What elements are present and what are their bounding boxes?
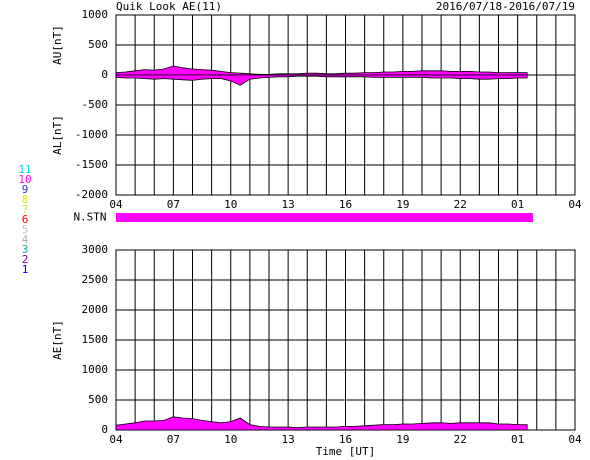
x-tick-label: 10: [224, 198, 237, 211]
y-tick-label: -500: [82, 98, 109, 111]
station-number: 11: [18, 163, 31, 176]
station-number: 6: [22, 213, 29, 226]
title: Quik Look AE(11): [116, 0, 222, 13]
x-tick-label: 19: [396, 433, 409, 446]
area: [115, 416, 528, 431]
y-tick-label: -1500: [75, 158, 108, 171]
area: [115, 74, 528, 86]
station-number: 5: [22, 223, 29, 236]
station-label: N.STN: [73, 211, 106, 224]
station-number: 9: [22, 183, 29, 196]
y-tick-label: 500: [88, 38, 108, 51]
station-number: 1: [22, 263, 29, 276]
x-tick-label: 04: [109, 433, 123, 446]
x-tick-label: 01: [511, 198, 524, 211]
y-tick-label: 1000: [82, 8, 109, 21]
area: [115, 65, 528, 76]
x-axis-label: Time [UT]: [316, 445, 376, 458]
station-number: 4: [22, 233, 29, 246]
x-tick-label: 16: [339, 433, 352, 446]
station-number: 3: [22, 243, 29, 256]
x-tick-label: 19: [396, 198, 409, 211]
x-tick-label: 04: [568, 433, 582, 446]
y-axis-label: AL[nT]: [51, 115, 64, 155]
x-tick-label: 22: [454, 198, 467, 211]
station-number: 2: [22, 253, 29, 266]
x-tick-label: 07: [167, 198, 180, 211]
x-tick-label: 22: [454, 433, 467, 446]
x-tick-label: 10: [224, 433, 237, 446]
station-number: 8: [22, 193, 29, 206]
y-tick-label: 0: [101, 423, 108, 436]
y-tick-label: 2000: [82, 303, 109, 316]
station-bar: [116, 213, 533, 222]
x-tick-label: 13: [282, 198, 295, 211]
y-tick-label: 500: [88, 393, 108, 406]
x-tick-label: 16: [339, 198, 352, 211]
y-tick-label: -2000: [75, 188, 108, 201]
y-tick-label: 2500: [82, 273, 109, 286]
y-tick-label: 0: [101, 68, 108, 81]
station-number: 7: [22, 203, 29, 216]
x-tick-label: 13: [282, 433, 295, 446]
x-tick-label: 04: [109, 198, 123, 211]
date-range: 2016/07/18-2016/07/19: [436, 0, 575, 13]
y-tick-label: 3000: [82, 243, 109, 256]
y-tick-label: -1000: [75, 128, 108, 141]
y-tick-label: 1500: [82, 333, 109, 346]
y-axis-label: AE[nT]: [51, 320, 64, 360]
y-axis-label: AU[nT]: [51, 25, 64, 65]
y-tick-label: 1000: [82, 363, 109, 376]
x-tick-label: 01: [511, 433, 524, 446]
x-tick-label: 07: [167, 433, 180, 446]
x-tick-label: 04: [568, 198, 582, 211]
station-number: 10: [18, 173, 31, 186]
